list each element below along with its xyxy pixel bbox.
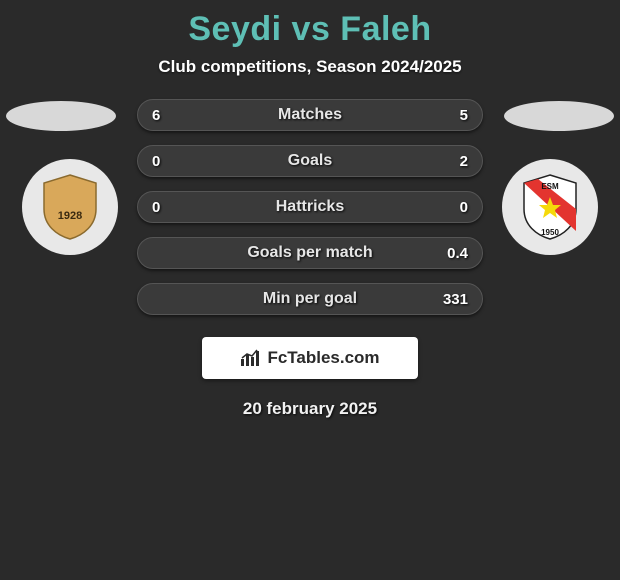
branding-text: FcTables.com (267, 348, 379, 368)
stat-row: 6 Matches 5 (137, 99, 483, 131)
player-right-ellipse (504, 101, 614, 131)
stat-left-value: 0 (152, 153, 188, 170)
stat-right-value: 2 (432, 153, 468, 170)
bar-chart-icon (240, 349, 262, 367)
stat-right-value: 0.4 (432, 245, 468, 262)
stat-left-value: 0 (152, 199, 188, 216)
club-badge-left-inner: 1928 (36, 169, 104, 245)
stat-label: Matches (188, 106, 432, 124)
club-badge-right: ESM 1950 (502, 159, 598, 255)
shield-icon: 1928 (40, 173, 100, 241)
shield-icon: ESM 1950 (520, 173, 580, 241)
date-label: 20 february 2025 (0, 399, 620, 419)
stat-rows: 6 Matches 5 0 Goals 2 0 Hattricks 0 Goal… (137, 99, 483, 315)
club-badge-left: 1928 (22, 159, 118, 255)
branding-box: FcTables.com (202, 337, 418, 379)
player-left-ellipse (6, 101, 116, 131)
stat-row: Goals per match 0.4 (137, 237, 483, 269)
badge-year-left: 1928 (58, 210, 82, 222)
stat-right-value: 0 (432, 199, 468, 216)
stat-right-value: 331 (432, 291, 468, 308)
page-subtitle: Club competitions, Season 2024/2025 (0, 57, 620, 77)
club-badge-right-inner: ESM 1950 (516, 169, 584, 245)
page-title: Seydi vs Faleh (0, 0, 620, 49)
badge-letters: ESM (541, 182, 559, 191)
stat-row: 0 Hattricks 0 (137, 191, 483, 223)
stat-right-value: 5 (432, 107, 468, 124)
stat-label: Min per goal (188, 290, 432, 308)
badge-year-right: 1950 (541, 228, 559, 237)
stat-label: Hattricks (188, 198, 432, 216)
stat-row: Min per goal 331 (137, 283, 483, 315)
comparison-area: 1928 ESM 1950 6 Matches 5 0 Goals 2 0 (0, 99, 620, 419)
stat-label: Goals (188, 152, 432, 170)
stat-left-value: 6 (152, 107, 188, 124)
stat-row: 0 Goals 2 (137, 145, 483, 177)
stat-label: Goals per match (188, 244, 432, 262)
